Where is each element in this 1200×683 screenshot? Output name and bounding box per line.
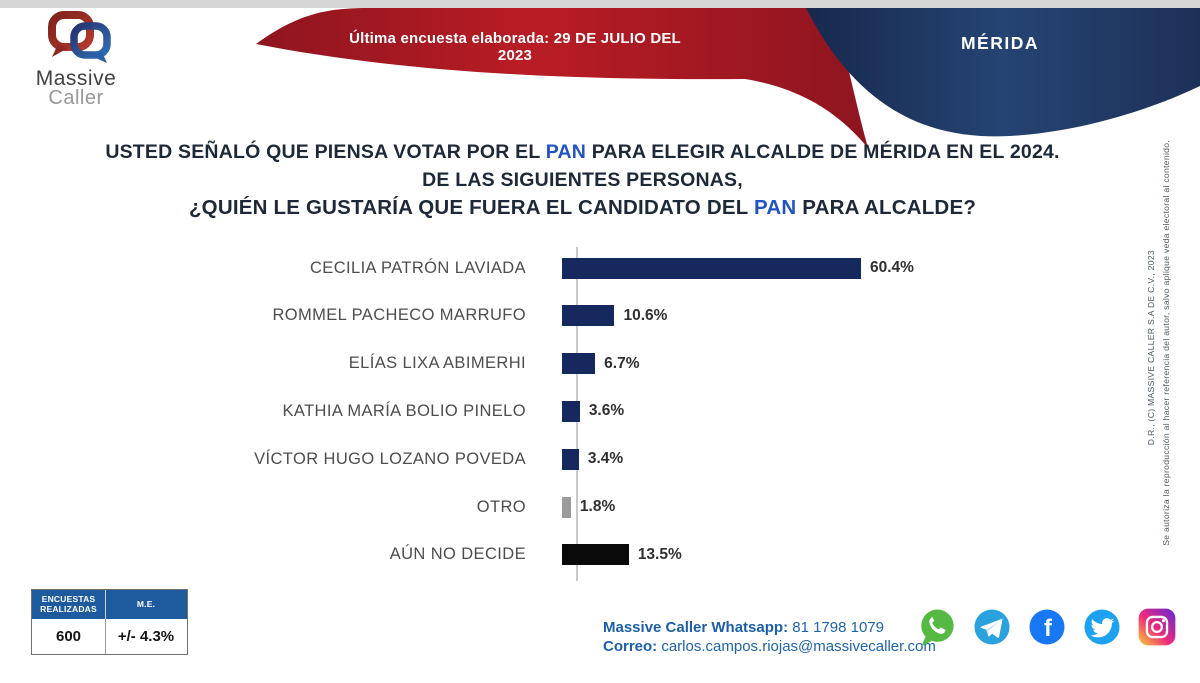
result-bar — [562, 448, 579, 470]
chart-row: CECILIA PATRÓN LAVIADA 60.4% — [0, 247, 1100, 289]
question-line-2: DE LAS SIGUIENTES PERSONAS, — [422, 169, 743, 191]
stats-value-encuestas: 600 — [32, 619, 106, 654]
logo-wordmark-caller: Caller — [48, 87, 104, 109]
stats-value-me: +/- 4.3% — [117, 628, 175, 645]
chat-bubbles-logo-icon — [48, 11, 111, 63]
chart-row: ROMMEL PACHECO MARRUFO 10.6% — [0, 295, 1100, 337]
result-bar — [562, 305, 615, 327]
twitter-icon[interactable] — [1081, 606, 1123, 648]
chart-row: OTRO 1.8% — [0, 486, 1100, 528]
chart-row: ELÍAS LIXA ABIMERHI 6.7% — [0, 343, 1100, 385]
result-value: 1.8% — [579, 498, 616, 515]
red-banner-shape — [256, 8, 868, 148]
result-value: 13.5% — [637, 545, 682, 563]
result-value: 3.6% — [588, 402, 625, 420]
last-survey-label: Última encuesta elaborada: — [349, 30, 550, 47]
logo-wordmark-massive: Massive — [35, 67, 117, 90]
poll-question: USTED SEÑALÓ QUE PIENSA VOTAR POR EL PAN… — [30, 138, 1135, 222]
chart-row: VÍCTOR HUGO LOZANO POVEDA 3.4% — [0, 438, 1100, 480]
email-label: Correo: — [603, 637, 658, 655]
pan-highlight: PAN — [753, 196, 797, 219]
whatsapp-number[interactable]: 81 1798 1079 — [792, 619, 884, 636]
candidate-label: ELÍAS LIXA ABIMERHI — [348, 354, 526, 373]
legal-fine-print: Se autoriza la reproducción al hacer ref… — [1161, 140, 1171, 546]
top-divider-strip — [0, 0, 1200, 8]
question-line-1: USTED SEÑALÓ QUE PIENSA VOTAR POR EL PAN… — [105, 141, 1060, 163]
region-title: MÉRIDA — [960, 33, 1040, 53]
stats-header-me: M.E. — [136, 598, 156, 609]
result-value: 60.4% — [869, 259, 914, 276]
sample-stats-table: ENCUESTAS REALIZADAS M.E. 600 +/- 4.3% — [31, 589, 188, 655]
contact-block: Massive Caller Whatsapp: 81 1798 1079 Co… — [603, 619, 936, 656]
candidate-label: KATHIA MARÍA BOLIO PINELO — [282, 401, 526, 420]
stats-table-header-row: ENCUESTAS REALIZADAS M.E. — [32, 590, 187, 619]
email-contact-line: Correo: carlos.campos.riojas@massivecall… — [603, 638, 936, 657]
email-address[interactable]: carlos.campos.riojas@massivecaller.com — [661, 637, 936, 655]
last-survey-banner: Última encuesta elaborada: 29 DE JULIO D… — [345, 30, 685, 64]
result-bar — [562, 257, 861, 279]
question-line-3: ¿QUIÉN LE GUSTARÍA QUE FUERA EL CANDIDAT… — [188, 196, 977, 219]
candidate-label: VÍCTOR HUGO LOZANO POVEDA — [254, 449, 526, 468]
candidate-label: OTRO — [476, 497, 526, 516]
whatsapp-label: Massive Caller Whatsapp: — [603, 619, 789, 636]
blue-banner-shape — [806, 8, 1200, 137]
massive-caller-logo: Massive Caller — [24, 10, 128, 109]
candidate-label: CECILIA PATRÓN LAVIADA — [309, 258, 526, 277]
facebook-icon[interactable]: f — [1026, 606, 1068, 648]
chart-row: KATHIA MARÍA BOLIO PINELO 3.6% — [0, 390, 1100, 432]
instagram-icon[interactable] — [1136, 606, 1178, 648]
stats-header-encuestas: ENCUESTAS REALIZADAS — [32, 590, 106, 619]
result-bar — [562, 544, 629, 566]
pan-highlight: PAN — [545, 141, 587, 163]
candidate-label: AÚN NO DECIDE — [389, 545, 526, 564]
stats-table-value-row: 600 +/- 4.3% — [32, 619, 187, 654]
svg-text:f: f — [1044, 616, 1052, 642]
header-banner-graphic — [256, 8, 1200, 148]
result-value: 10.6% — [623, 306, 668, 324]
telegram-icon[interactable] — [971, 606, 1013, 648]
result-value: 6.7% — [604, 354, 640, 372]
last-survey-date: 29 DE JULIO DEL 2023 — [497, 30, 681, 64]
result-bar — [562, 496, 571, 518]
whatsapp-icon[interactable] — [916, 606, 958, 648]
result-bar — [562, 353, 596, 375]
social-icons-row: f — [916, 606, 1178, 648]
chart-row: AÚN NO DECIDE 13.5% — [0, 534, 1100, 576]
result-value: 3.4% — [587, 450, 624, 468]
candidate-label: ROMMEL PACHECO MARRUFO — [272, 306, 526, 325]
copyright-fine-print: D.R., (C) MASSIVE CALLER S.A DE C.V., 20… — [1146, 250, 1156, 446]
whatsapp-contact-line: Massive Caller Whatsapp: 81 1798 1079 — [603, 619, 936, 638]
result-bar — [562, 400, 580, 422]
